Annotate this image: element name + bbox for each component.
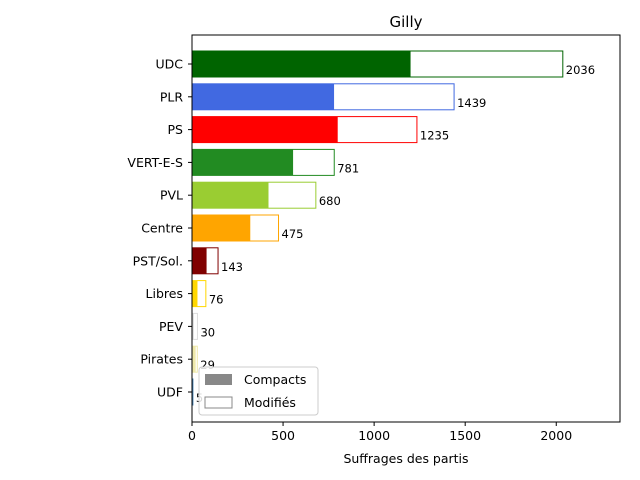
x-axis-ticks: 0 500 1000 1500 2000 xyxy=(188,422,572,443)
bar-compacts-libres xyxy=(192,280,198,307)
value-label-pev: 30 xyxy=(200,325,215,339)
x-tick-label-500: 500 xyxy=(271,428,295,443)
x-tick-label-0: 0 xyxy=(188,428,196,443)
y-tick-label-pirates: Pirates xyxy=(140,352,183,367)
bar-compacts-plr xyxy=(192,83,335,110)
y-tick-label-ps: PS xyxy=(168,122,184,137)
chart-title: Gilly xyxy=(389,13,422,31)
value-label-libres: 76 xyxy=(209,293,224,307)
x-tick-label-2000: 2000 xyxy=(540,428,572,443)
y-tick-label-centre: Centre xyxy=(141,221,183,236)
y-tick-label-udf: UDF xyxy=(157,385,183,400)
y-tick-label-pvl: PVL xyxy=(160,188,183,203)
y-tick-label-pst-sol: PST/Sol. xyxy=(133,253,183,268)
plot-frame xyxy=(191,34,621,423)
legend-swatch-compacts xyxy=(205,374,232,385)
y-tick-label-plr: PLR xyxy=(160,89,184,104)
y-axis-ticks: UDC PLR PS VERT-E-S PVL Centre PST/Sol. Libres P… xyxy=(127,57,192,400)
y-tick-label-pev: PEV xyxy=(159,319,183,334)
x-tick-label-1000: 1000 xyxy=(358,428,390,443)
bar-compacts-udc xyxy=(192,51,411,77)
x-tick-label-1500: 1500 xyxy=(449,428,481,443)
y-tick-label-vert-e-s: VERT-E-S xyxy=(127,155,183,170)
bar-compacts-pvl xyxy=(192,182,269,209)
value-label-pst-sol: 143 xyxy=(221,260,243,274)
bar-compacts-pev xyxy=(192,313,194,340)
x-axis-label: Suffrages des partis xyxy=(343,451,468,466)
value-label-plr: 1439 xyxy=(457,96,486,110)
value-label-udc: 2036 xyxy=(566,63,595,77)
value-label-pvl: 680 xyxy=(319,194,341,208)
value-label-vert-e-s: 781 xyxy=(337,161,359,175)
bar-compacts-vert-e-s xyxy=(192,149,294,176)
bar-compacts-ps xyxy=(192,116,338,143)
legend: Compacts Modifiés xyxy=(198,366,319,416)
bar-compacts-pirates xyxy=(192,346,196,373)
y-tick-label-libres: Libres xyxy=(146,286,183,301)
legend-swatch-modifies xyxy=(204,396,233,409)
y-tick-label-udc: UDC xyxy=(155,57,183,72)
bars-group: 2036143912357816804751437630295 xyxy=(191,50,595,406)
value-label-ps: 1235 xyxy=(420,129,449,143)
bar-compacts-pst-sol xyxy=(192,247,207,274)
bar-compacts-centre xyxy=(192,215,251,241)
legend-label-compacts: Compacts xyxy=(244,372,306,387)
legend-label-modifies: Modifiés xyxy=(244,395,296,410)
value-label-centre: 475 xyxy=(282,227,304,241)
